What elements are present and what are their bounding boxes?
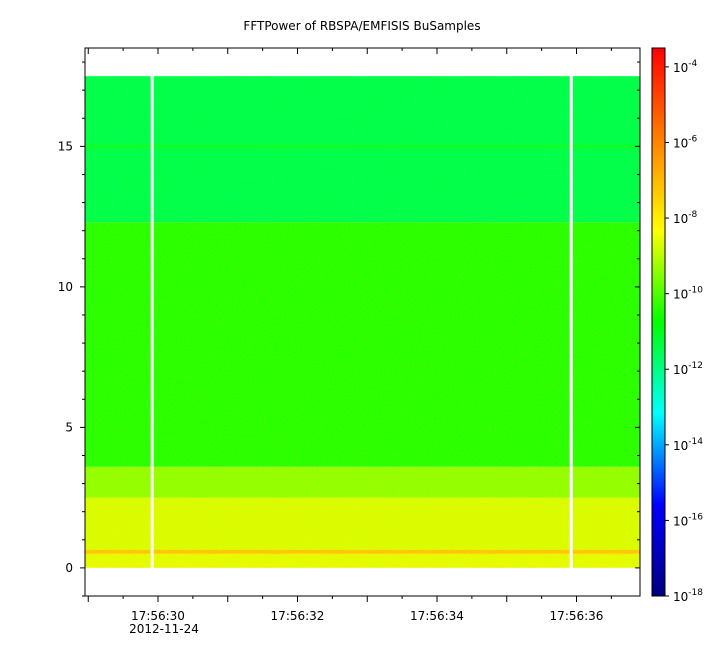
colorbar-tick-label: 10-18 [673, 588, 703, 604]
colorbar-tick-label: 10-10 [673, 286, 703, 302]
spectrogram-band-speckle-5 [85, 76, 640, 223]
x-tick-label: 17:56:36 [550, 609, 604, 623]
colorbar-tick-label: 10-8 [673, 210, 698, 226]
colorbar-tick-label: 10-6 [673, 134, 698, 150]
x-tick-label: 17:56:34 [410, 609, 464, 623]
data-gap-1 [569, 48, 573, 596]
data-gap-0 [150, 48, 154, 596]
plot-frame [84, 47, 641, 597]
x-tick-date-label: 2012-11-24 [129, 622, 199, 636]
spectrogram-speckle [85, 76, 640, 568]
y-axis: 0 5 10 15 [58, 61, 640, 597]
y-tick-label: 5 [65, 420, 73, 434]
spectrogram-band-speckle-1 [85, 549, 640, 554]
colorbar-tick-label: 10-4 [673, 59, 698, 75]
colorbar-tick-label: 10-14 [673, 437, 703, 453]
spectrogram-band-speckle-3 [85, 466, 640, 498]
no-data-top [85, 48, 640, 77]
y-tick-label: 0 [65, 561, 73, 575]
colorbar-ticks: 10-18 10-16 10-14 10-12 10-10 10-8 10-6 10-4 [665, 59, 703, 604]
spectrogram-band-speckle-4 [85, 222, 640, 467]
chart-title: FFTPower of RBSPA/EMFISIS BuSamples [243, 19, 480, 33]
plot-area [85, 48, 640, 596]
x-tick-label: 17:56:30 [131, 609, 185, 623]
x-tick-label: 17:56:32 [271, 609, 325, 623]
colorbar-tick-label: 10-12 [673, 361, 703, 377]
colorbar-tick-label: 10-16 [673, 512, 703, 528]
spectrogram-band-speckle-2 [85, 497, 640, 550]
x-axis: 17:56:30 17:56:32 17:56:34 17:56:36 2012-11-… [87, 48, 612, 636]
spectrogram-band-speckle-0 [85, 553, 640, 568]
y-tick-label: 15 [58, 139, 73, 153]
colorbar [651, 47, 666, 597]
y-tick-label: 10 [58, 280, 73, 294]
data-gaps [85, 48, 640, 596]
no-data-bottom [85, 567, 640, 596]
